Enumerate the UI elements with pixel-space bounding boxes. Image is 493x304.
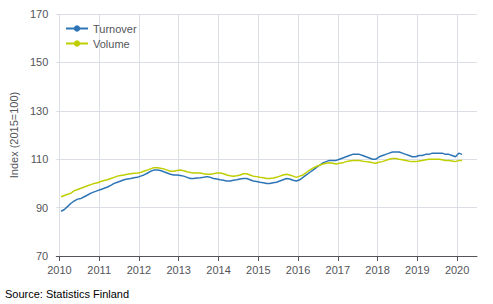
svg-text:2015: 2015 — [246, 264, 270, 276]
svg-text:2017: 2017 — [326, 264, 350, 276]
svg-text:Index (2015=100): Index (2015=100) — [8, 92, 20, 179]
svg-text:2011: 2011 — [87, 264, 111, 276]
svg-text:90: 90 — [36, 202, 48, 214]
svg-text:2013: 2013 — [166, 264, 190, 276]
svg-text:Turnover: Turnover — [93, 23, 137, 35]
svg-text:130: 130 — [30, 105, 48, 117]
svg-text:2018: 2018 — [365, 264, 389, 276]
svg-text:2019: 2019 — [405, 264, 429, 276]
svg-text:110: 110 — [31, 153, 49, 165]
svg-text:2016: 2016 — [286, 264, 310, 276]
svg-text:Source: Statistics Finland: Source: Statistics Finland — [5, 288, 129, 300]
svg-text:2014: 2014 — [206, 264, 230, 276]
svg-text:70: 70 — [36, 250, 48, 262]
svg-text:2012: 2012 — [127, 264, 151, 276]
svg-text:150: 150 — [30, 56, 48, 68]
svg-text:Volume: Volume — [93, 38, 130, 50]
svg-text:2010: 2010 — [47, 264, 71, 276]
svg-text:170: 170 — [30, 8, 48, 20]
svg-text:2020: 2020 — [445, 264, 469, 276]
